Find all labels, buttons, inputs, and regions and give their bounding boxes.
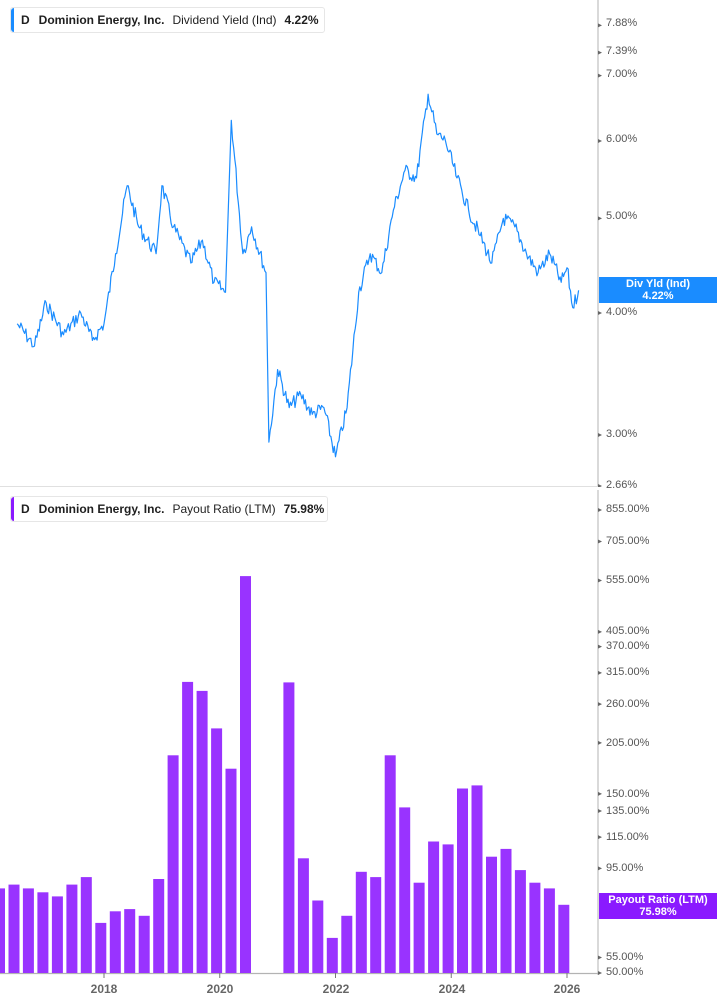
payout-bar[interactable] [543,888,555,973]
payout-bar[interactable] [326,937,338,973]
ticker-symbol: D [21,13,30,27]
y-tick-label: 5.00% [606,210,638,222]
payout-bar[interactable] [182,681,194,973]
y-tick-label: 855.00% [606,503,650,515]
series-color-swatch [11,497,14,521]
payout-bar[interactable] [312,900,324,974]
payout-bar[interactable] [109,911,121,973]
payout-bar[interactable] [167,755,179,973]
company-name: Dominion Energy, Inc. [38,13,165,27]
x-tick-label: 2018 [90,982,118,996]
y-tick-label: 205.00% [606,737,650,749]
metric-value: 75.98% [283,502,325,516]
y-tick-label: 7.39% [606,45,638,57]
payout-bar[interactable] [124,909,136,973]
payout-ratio-value-tag: Payout Ratio (LTM) 75.98% [599,893,717,919]
y-tick-label: 3.00% [606,428,638,440]
y-tick-label: 50.00% [606,966,644,978]
x-tick-label: 2024 [438,982,466,996]
payout-bar[interactable] [283,682,295,973]
payout-bar[interactable] [196,690,208,973]
y-tick-label: 135.00% [606,805,650,817]
payout-bar[interactable] [514,870,526,973]
x-tick-label: 2026 [553,982,581,996]
metric-name: Dividend Yield (Ind) [172,13,277,27]
payout-bar[interactable] [80,877,92,973]
dividend-yield-legend[interactable]: D Dominion Energy, Inc. Dividend Yield (… [10,7,325,33]
y-tick-label: 55.00% [606,951,644,963]
payout-bar[interactable] [37,892,49,973]
payout-bar[interactable] [153,879,165,973]
x-tick-label: 2020 [206,982,234,996]
tag-value: 75.98% [639,906,677,918]
y-tick-label: 405.00% [606,625,650,637]
payout-bar[interactable] [355,871,367,973]
tag-label: Div Yld (Ind) [626,278,690,290]
y-tick-label: 315.00% [606,666,650,678]
payout-bar[interactable] [240,576,251,973]
payout-bar[interactable] [399,807,411,973]
dividend-yield-panel: D Dominion Energy, Inc. Dividend Yield (… [0,0,717,491]
payout-bar[interactable] [500,848,512,973]
y-tick-label: 115.00% [606,831,649,843]
payout-bar[interactable] [471,785,483,973]
payout-bar[interactable] [558,904,570,973]
dividend-yield-chart [0,0,602,487]
payout-bar[interactable] [442,844,454,973]
y-tick-label: 7.88% [606,17,638,29]
series-color-swatch [11,8,14,32]
payout-bar[interactable] [211,728,223,973]
y-tick-label: 705.00% [606,535,650,547]
ticker-symbol: D [21,502,30,516]
payout-bar[interactable] [486,856,497,973]
payout-bar[interactable] [22,888,34,973]
metric-value: 4.22% [284,13,319,27]
payout-bar[interactable] [457,788,468,974]
payout-bar[interactable] [138,915,150,973]
y-tick-label: 555.00% [606,574,650,586]
y-tick-label: 7.00% [606,68,638,80]
y-tick-label: 95.00% [606,862,644,874]
dividend-yield-value-tag: Div Yld (Ind) 4.22% [599,277,717,303]
payout-bar[interactable] [428,841,440,974]
y-tick-label: 370.00% [606,640,650,652]
y-tick-label: 260.00% [606,698,650,710]
payout-bar[interactable] [413,882,425,973]
metric-name: Payout Ratio (LTM) [172,502,276,516]
y-tick-label: 4.00% [606,306,638,318]
payout-bar[interactable] [225,768,237,973]
payout-bar[interactable] [384,755,396,973]
payout-bar[interactable] [0,888,5,973]
payout-ratio-legend[interactable]: D Dominion Energy, Inc. Payout Ratio (LT… [10,496,328,522]
y-tick-label: 2.66% [606,479,638,491]
payout-bar[interactable] [66,884,78,973]
tag-label: Payout Ratio (LTM) [608,894,708,906]
payout-bar[interactable] [8,884,20,973]
payout-bar[interactable] [297,858,309,973]
tag-value: 4.22% [642,290,674,302]
payout-bar[interactable] [51,896,63,973]
x-tick-label: 2022 [322,982,350,996]
y-tick-label: 6.00% [606,133,638,145]
payout-bar[interactable] [370,877,382,973]
payout-bar[interactable] [529,882,541,973]
payout-bar[interactable] [95,922,107,973]
y-tick-label: 150.00% [606,788,650,800]
company-name: Dominion Energy, Inc. [38,502,165,516]
payout-bar[interactable] [341,915,353,973]
